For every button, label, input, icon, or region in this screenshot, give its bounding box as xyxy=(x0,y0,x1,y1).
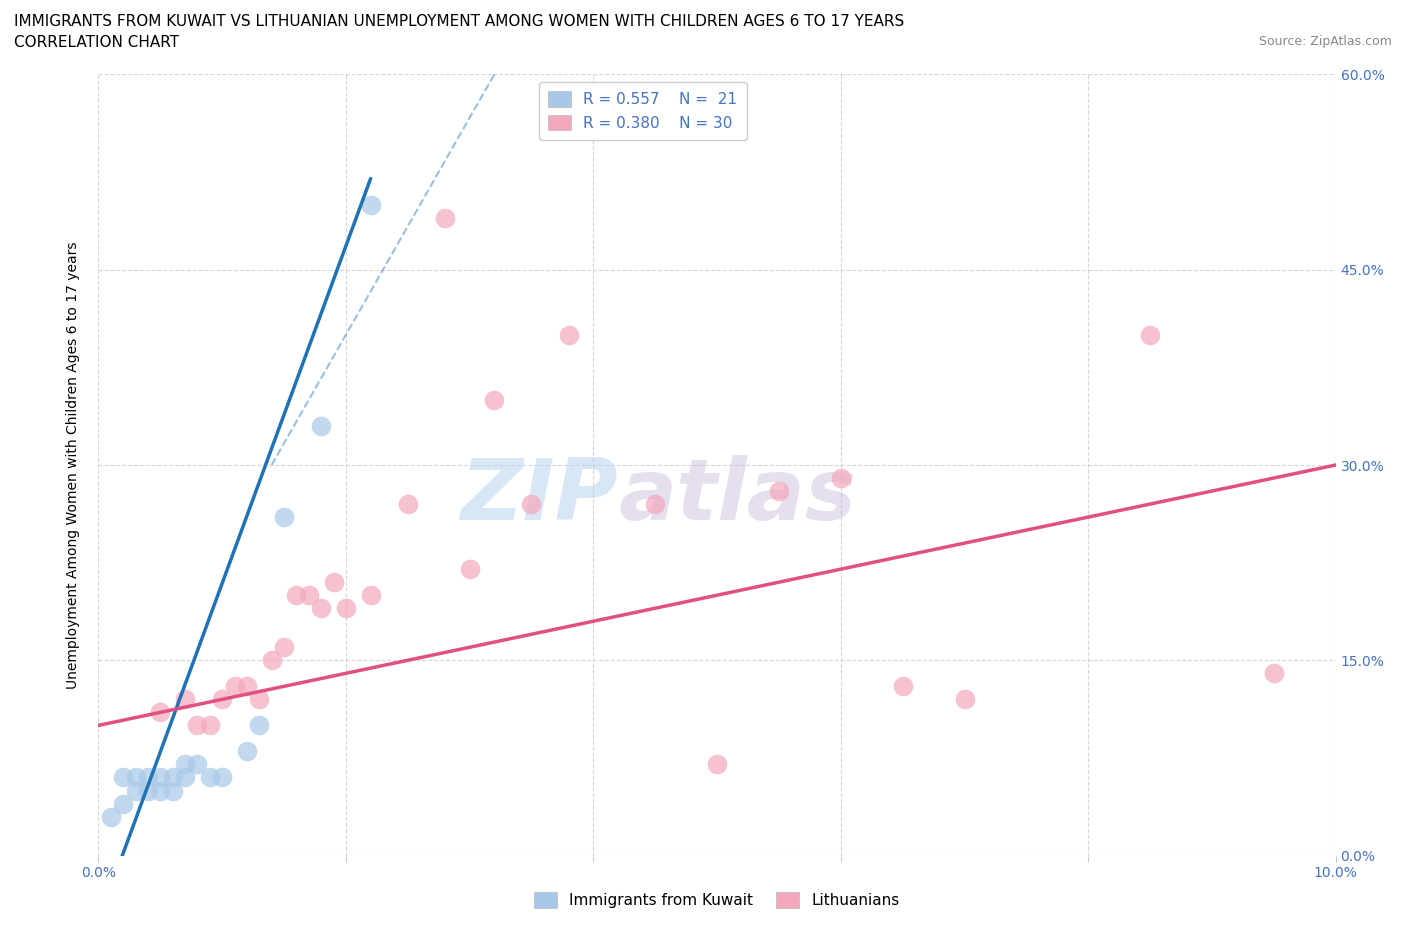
Point xyxy=(124,770,146,785)
Point xyxy=(433,210,456,225)
Point xyxy=(174,692,197,707)
Point xyxy=(644,497,666,512)
Point xyxy=(211,770,233,785)
Point xyxy=(298,588,321,603)
Point xyxy=(953,692,976,707)
Point xyxy=(162,783,184,798)
Point xyxy=(186,757,208,772)
Point xyxy=(149,705,172,720)
Y-axis label: Unemployment Among Women with Children Ages 6 to 17 years: Unemployment Among Women with Children A… xyxy=(66,241,80,689)
Point xyxy=(557,327,579,342)
Point xyxy=(891,679,914,694)
Point xyxy=(1139,327,1161,342)
Point xyxy=(198,718,221,733)
Point xyxy=(273,640,295,655)
Point xyxy=(236,744,259,759)
Point xyxy=(273,510,295,525)
Point xyxy=(236,679,259,694)
Point xyxy=(1263,666,1285,681)
Point xyxy=(211,692,233,707)
Point xyxy=(136,783,159,798)
Point xyxy=(162,770,184,785)
Point xyxy=(309,418,332,433)
Point xyxy=(335,601,357,616)
Point xyxy=(247,692,270,707)
Point xyxy=(706,757,728,772)
Point xyxy=(124,783,146,798)
Point xyxy=(309,601,332,616)
Point xyxy=(149,770,172,785)
Legend: Immigrants from Kuwait, Lithuanians: Immigrants from Kuwait, Lithuanians xyxy=(529,886,905,914)
Point xyxy=(247,718,270,733)
Point xyxy=(322,575,344,590)
Point xyxy=(186,718,208,733)
Text: CORRELATION CHART: CORRELATION CHART xyxy=(14,35,179,50)
Point xyxy=(360,197,382,212)
Point xyxy=(198,770,221,785)
Point xyxy=(396,497,419,512)
Point xyxy=(768,484,790,498)
Text: atlas: atlas xyxy=(619,455,856,538)
Point xyxy=(136,770,159,785)
Point xyxy=(100,809,122,824)
Point xyxy=(174,770,197,785)
Text: IMMIGRANTS FROM KUWAIT VS LITHUANIAN UNEMPLOYMENT AMONG WOMEN WITH CHILDREN AGES: IMMIGRANTS FROM KUWAIT VS LITHUANIAN UNE… xyxy=(14,14,904,29)
Text: ZIP: ZIP xyxy=(460,455,619,538)
Point xyxy=(484,392,506,407)
Point xyxy=(112,770,135,785)
Point xyxy=(260,653,283,668)
Point xyxy=(112,796,135,811)
Point xyxy=(174,757,197,772)
Point xyxy=(285,588,308,603)
Point xyxy=(520,497,543,512)
Point xyxy=(458,562,481,577)
Text: Source: ZipAtlas.com: Source: ZipAtlas.com xyxy=(1258,35,1392,48)
Point xyxy=(830,471,852,485)
Point xyxy=(149,783,172,798)
Point xyxy=(360,588,382,603)
Point xyxy=(224,679,246,694)
